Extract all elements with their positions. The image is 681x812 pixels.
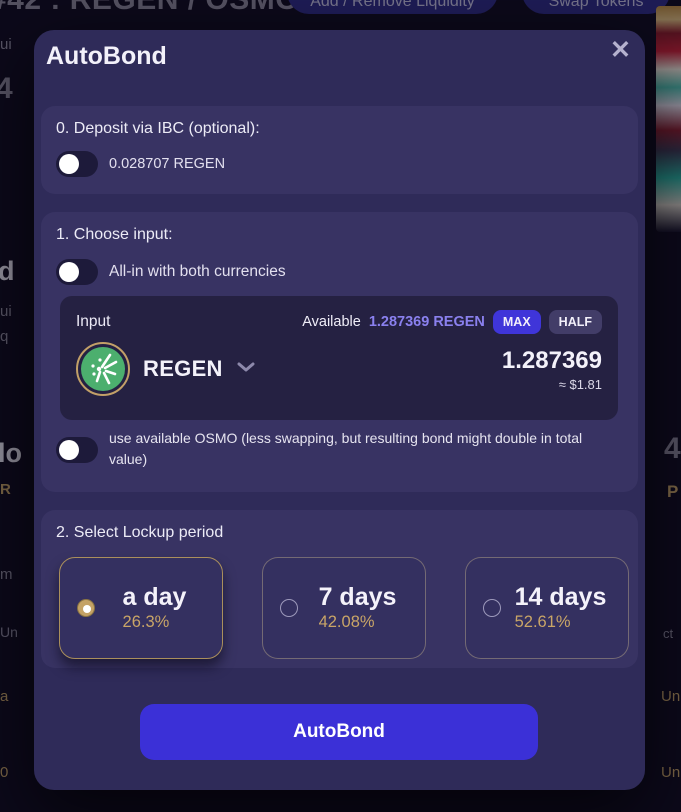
autobond-modal: AutoBond ✕ 0. Deposit via IBC (optional)… — [34, 30, 645, 790]
lockup-label: 2. Select Lockup period — [56, 524, 224, 541]
deposit-ibc-amount: 0.028707 REGEN — [109, 156, 226, 172]
bg-text-fragment: 0 — [0, 764, 9, 781]
all-in-toggle[interactable] — [56, 259, 98, 285]
radio-icon — [280, 599, 298, 617]
lockup-option-apr: 26.3% — [122, 612, 170, 631]
toggle-knob — [59, 154, 79, 174]
close-icon[interactable]: ✕ — [610, 36, 631, 64]
lockup-option-label: 7 days — [318, 582, 397, 611]
available-label: Available — [302, 314, 361, 330]
modal-title: AutoBond — [46, 42, 167, 70]
bg-text-fragment: R — [0, 481, 11, 498]
bg-text-fragment: ui — [0, 303, 12, 320]
amount-input[interactable]: 1.287369 — [501, 346, 602, 374]
deposit-ibc-section: 0. Deposit via IBC (optional): 0.028707 … — [41, 106, 638, 194]
use-osmo-toggle[interactable] — [56, 437, 98, 463]
deposit-ibc-toggle[interactable] — [56, 151, 98, 177]
use-osmo-toggle-label: use available OSMO (less swapping, but r… — [109, 430, 583, 467]
bg-text-fragment: 4 — [664, 432, 681, 465]
lockup-option-apr: 52.61% — [514, 612, 571, 631]
bg-text-fragment: q — [0, 328, 9, 345]
half-button[interactable]: HALF — [548, 310, 602, 334]
toggle-knob — [59, 262, 79, 282]
swap-tokens-button[interactable]: Swap Tokens — [522, 0, 670, 14]
radio-icon — [483, 599, 501, 617]
input-label: Input — [76, 313, 111, 330]
pool-title: #42 : REGEN / OSMO — [0, 0, 299, 17]
deposit-ibc-label: 0. Deposit via IBC (optional): — [56, 120, 260, 137]
lockup-section: 2. Select Lockup period a day 26.3% 7 da… — [41, 510, 638, 668]
token-selector[interactable]: REGEN — [76, 342, 256, 396]
bg-text-fragment: 4 — [0, 72, 13, 105]
bg-text-fragment: Un — [661, 764, 681, 781]
max-button[interactable]: MAX — [492, 310, 541, 334]
lockup-option-7-days[interactable]: 7 days 42.08% — [262, 557, 426, 659]
chevron-down-icon — [236, 360, 256, 378]
lockup-option-apr: 42.08% — [318, 612, 375, 631]
bg-text-fragment: Un — [0, 624, 18, 640]
autobond-submit-button[interactable]: AutoBond — [140, 704, 538, 760]
fiat-value: ≈ $1.81 — [558, 376, 602, 392]
bg-text-fragment: ct — [663, 626, 674, 641]
token-input-box: Input Available 1.287369 REGEN MAX HALF — [60, 296, 618, 420]
bg-text-fragment: P — [667, 482, 679, 501]
radio-icon — [77, 599, 95, 617]
choose-input-label: 1. Choose input: — [56, 226, 173, 243]
lockup-option-14-days[interactable]: 14 days 52.61% — [465, 557, 629, 659]
choose-input-section: 1. Choose input: All-in with both curren… — [41, 212, 638, 492]
lockup-option-a-day[interactable]: a day 26.3% — [59, 557, 223, 659]
bg-text-fragment: m — [0, 566, 13, 583]
regen-token-icon — [76, 342, 130, 396]
bg-text-fragment: a — [0, 688, 9, 705]
bg-text-fragment: ui — [0, 36, 12, 53]
bg-text-fragment: Un — [661, 688, 681, 705]
token-symbol: REGEN — [143, 356, 223, 381]
lockup-option-label: a day — [122, 582, 187, 611]
toggle-knob — [59, 440, 79, 460]
available-balance[interactable]: 1.287369 REGEN — [368, 314, 485, 330]
all-in-toggle-label: All-in with both currencies — [109, 263, 286, 280]
add-remove-liquidity-button[interactable]: Add / Remove Liquidity — [287, 0, 498, 14]
bg-text-fragment: d — [0, 256, 15, 286]
osmosis-artwork — [656, 6, 681, 232]
lockup-options: a day 26.3% 7 days 42.08% 14 days 52.6 — [41, 557, 638, 659]
lockup-option-label: 14 days — [514, 582, 607, 611]
bg-text-fragment: lo — [0, 438, 22, 468]
